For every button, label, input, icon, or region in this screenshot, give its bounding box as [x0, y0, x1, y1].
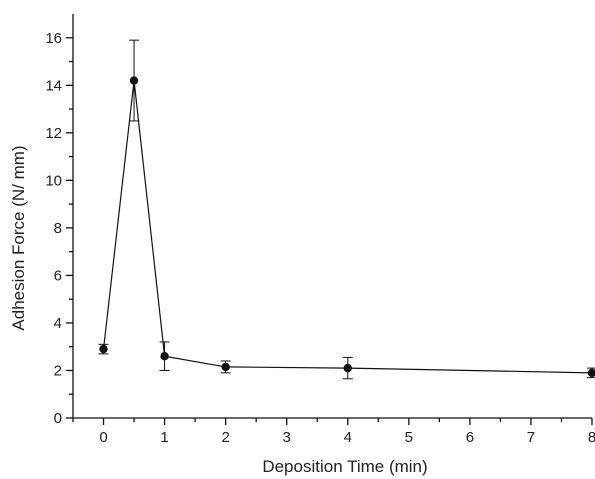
data-point — [129, 76, 139, 85]
y-tick-label: 2 — [54, 362, 62, 379]
y-tick-label: 0 — [54, 410, 62, 427]
x-tick-label: 2 — [221, 429, 229, 446]
x-tick-label: 1 — [160, 429, 168, 446]
y-tick-label: 10 — [45, 172, 62, 189]
series — [98, 39, 595, 380]
y-tick-label: 8 — [54, 220, 62, 237]
y-tick-label: 4 — [54, 315, 62, 332]
x-tick-label: 5 — [405, 429, 413, 446]
data-point — [221, 362, 230, 372]
data-point — [99, 344, 108, 354]
x-tick-label: 8 — [588, 429, 595, 446]
x-tick-label: 4 — [344, 429, 352, 446]
y-tick-label: 12 — [45, 125, 62, 142]
x-tick-label: 0 — [99, 429, 107, 446]
y-axis-title: Adhesion Force (N/ mm) — [9, 145, 28, 330]
data-point — [587, 368, 595, 378]
data-point — [343, 363, 352, 373]
y-tick-label: 6 — [54, 267, 62, 284]
series-line-0 — [102, 80, 593, 374]
x-tick-label: 7 — [527, 429, 535, 446]
x-tick-label: 6 — [466, 429, 474, 446]
axes — [72, 14, 592, 419]
data-point — [160, 352, 169, 361]
x-axis-title: Deposition Time (min) — [262, 457, 427, 476]
y-tick-label: 14 — [45, 77, 62, 94]
x-tick-label: 3 — [283, 429, 291, 446]
y-tick-label: 16 — [45, 30, 62, 47]
